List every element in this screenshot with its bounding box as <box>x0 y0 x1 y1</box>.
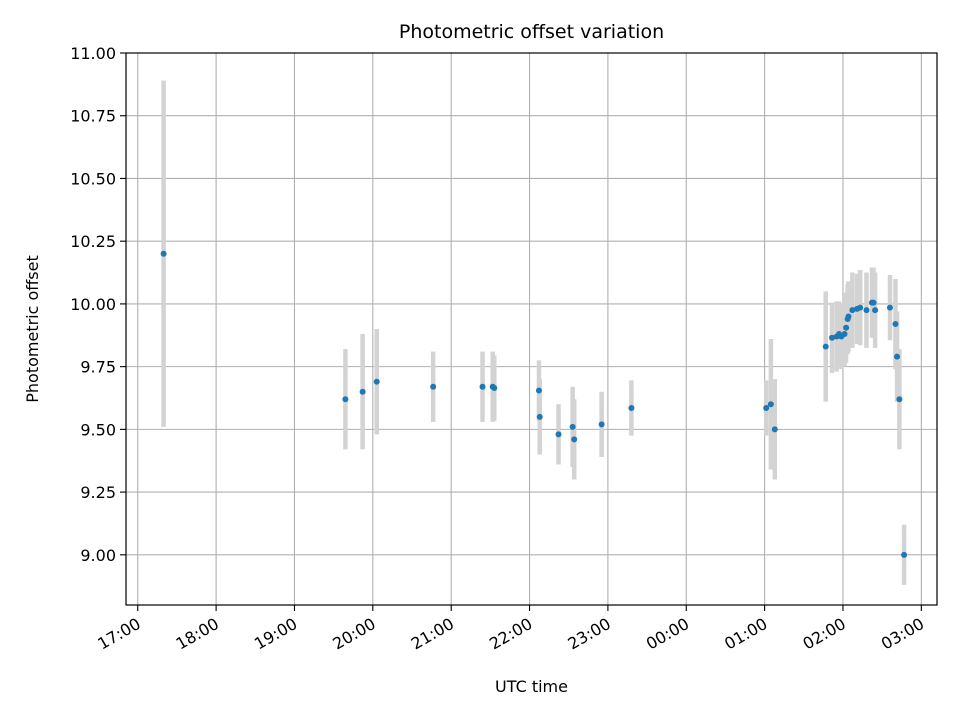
data-point-8 <box>535 387 542 394</box>
data-point-15 <box>763 405 770 412</box>
data-point-36 <box>894 353 901 360</box>
y-tick-label-4: 10.00 <box>70 295 116 314</box>
data-point-14 <box>628 405 635 412</box>
data-point-13 <box>598 421 605 428</box>
data-point-19 <box>829 334 836 341</box>
y-tick-label-6: 10.50 <box>70 169 116 188</box>
y-tick-label-3: 9.75 <box>80 358 116 377</box>
data-point-12 <box>571 436 578 443</box>
data-point-3 <box>373 378 380 385</box>
y-tick-label-7: 10.75 <box>70 107 116 126</box>
y-tick-label-8: 11.00 <box>70 44 116 63</box>
plot-frame <box>125 52 938 606</box>
y-tick-label-2: 9.50 <box>80 420 116 439</box>
data-point-23 <box>841 331 848 338</box>
data-point-10 <box>555 431 562 438</box>
y-axis-title: Photometric offset <box>23 255 42 403</box>
chart-title: Photometric offset variation <box>399 21 664 43</box>
data-point-9 <box>536 413 543 420</box>
data-point-18 <box>822 343 829 350</box>
y-tick-label-5: 10.25 <box>70 232 116 251</box>
data-point-33 <box>872 307 879 314</box>
data-point-0 <box>160 250 167 257</box>
data-point-16 <box>767 401 774 408</box>
data-point-24 <box>843 324 850 331</box>
data-point-4 <box>430 383 437 390</box>
y-tick-label-0: 9.00 <box>80 546 116 565</box>
data-point-7 <box>491 384 498 391</box>
data-point-37 <box>896 396 903 403</box>
data-point-32 <box>870 299 877 306</box>
data-point-35 <box>892 320 899 327</box>
data-point-1 <box>342 396 349 403</box>
data-point-2 <box>359 388 366 395</box>
data-point-38 <box>901 551 908 558</box>
data-point-26 <box>845 313 852 320</box>
x-axis-title: UTC time <box>495 677 568 696</box>
data-point-27 <box>849 307 856 314</box>
data-point-30 <box>863 307 870 314</box>
grid-layer <box>126 52 937 605</box>
data-point-29 <box>857 304 864 311</box>
y-tick-label-1: 9.25 <box>80 483 116 502</box>
data-point-11 <box>569 423 576 430</box>
data-point-34 <box>886 304 893 311</box>
data-point-17 <box>771 426 778 433</box>
data-layer <box>160 80 908 585</box>
data-point-5 <box>479 383 486 390</box>
